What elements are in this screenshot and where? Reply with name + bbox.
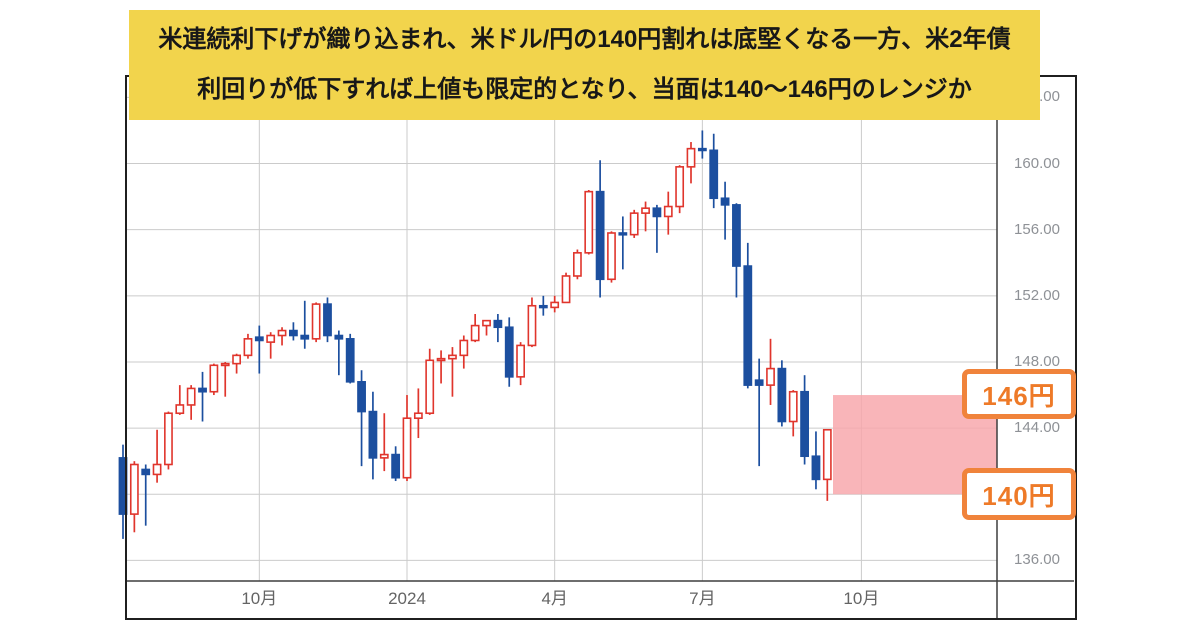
candle-up: [584, 190, 594, 254]
candle-up: [266, 334, 276, 343]
candle-up: [379, 453, 389, 459]
x-axis-label: 7月: [689, 589, 716, 608]
candle-down: [595, 190, 605, 281]
candle-down: [504, 326, 514, 378]
x-axis-label: 10月: [843, 589, 880, 608]
candle-up: [425, 359, 435, 415]
candle-down: [743, 265, 753, 386]
upper-range-badge: 146円: [962, 369, 1076, 419]
candle-down: [368, 410, 378, 459]
headline-line-2: 利回りが低下すれば上値も限定的となり、当面は140〜146円のレンジか: [197, 76, 972, 103]
candle-up: [311, 303, 321, 340]
candle-down: [254, 336, 264, 342]
candle-up: [413, 412, 423, 419]
candle-down: [493, 319, 503, 329]
candle-up: [164, 412, 173, 466]
y-axis-label: 152.00: [1014, 286, 1060, 304]
candle-up: [641, 207, 650, 214]
headline-line-1: 米連続利下げが織り込まれ、米ドル/円の140円割れは底堅くなる一方、米2年債: [158, 26, 1011, 53]
candle-up: [209, 364, 219, 393]
candle-down: [652, 207, 662, 218]
candle-up: [766, 367, 775, 386]
x-axis-label: 4月: [541, 589, 568, 608]
candle-down: [709, 149, 719, 200]
candle-down: [141, 468, 151, 476]
candle-down: [198, 387, 207, 393]
candle-up: [470, 324, 480, 342]
candle-up: [243, 338, 253, 357]
candle-down: [811, 455, 821, 481]
candle-down: [391, 453, 401, 479]
candle-up: [663, 205, 673, 218]
candle-up: [232, 354, 241, 365]
y-axis-label: 148.00: [1014, 352, 1060, 370]
candle-down: [777, 367, 787, 423]
candle-down: [538, 304, 548, 309]
y-axis-label: 160.00: [1014, 154, 1060, 172]
candle-up: [186, 387, 196, 406]
x-axis-label: 10月: [241, 589, 278, 608]
candle-up: [277, 329, 287, 337]
candle-down: [288, 329, 298, 337]
candle-down: [323, 303, 332, 337]
candle-down: [732, 204, 741, 267]
candle-up: [152, 463, 162, 476]
candle-down: [720, 197, 730, 206]
candle-up: [550, 301, 560, 309]
candle-down: [618, 232, 628, 236]
candle-up: [822, 428, 832, 481]
candle-up: [482, 319, 491, 327]
candle-up: [629, 212, 639, 236]
candle-up: [436, 357, 446, 362]
candle-down: [697, 147, 707, 152]
candle-up: [675, 166, 685, 208]
candle-down: [800, 390, 809, 458]
candle-up: [220, 362, 230, 367]
candle-up: [686, 147, 696, 168]
lower-range-badge: 140円: [962, 468, 1076, 520]
candle-up: [459, 339, 469, 357]
candle-up: [175, 404, 185, 415]
candle-up: [129, 463, 139, 515]
candle-down: [118, 457, 128, 515]
y-axis-label: 156.00: [1014, 220, 1060, 238]
y-axis-label: 136.00: [1014, 551, 1060, 569]
candle-up: [788, 390, 798, 423]
candle-up: [516, 344, 525, 378]
candle-down: [754, 379, 764, 386]
candle-down: [300, 334, 310, 340]
candle-up: [527, 304, 537, 347]
candle-up: [572, 252, 582, 277]
x-axis-label: 2024: [388, 589, 426, 608]
candle-up: [607, 232, 616, 281]
candle-down: [357, 381, 366, 413]
candle-down: [334, 334, 344, 340]
candle-up: [561, 275, 571, 304]
headline-banner: 米連続利下げが織り込まれ、米ドル/円の140円割れは底堅くなる一方、米2年債 利…: [129, 10, 1040, 120]
candle-down: [345, 338, 355, 383]
candle-up: [402, 417, 412, 479]
candle-up: [448, 354, 457, 360]
y-axis-label: 144.00: [1014, 419, 1060, 437]
